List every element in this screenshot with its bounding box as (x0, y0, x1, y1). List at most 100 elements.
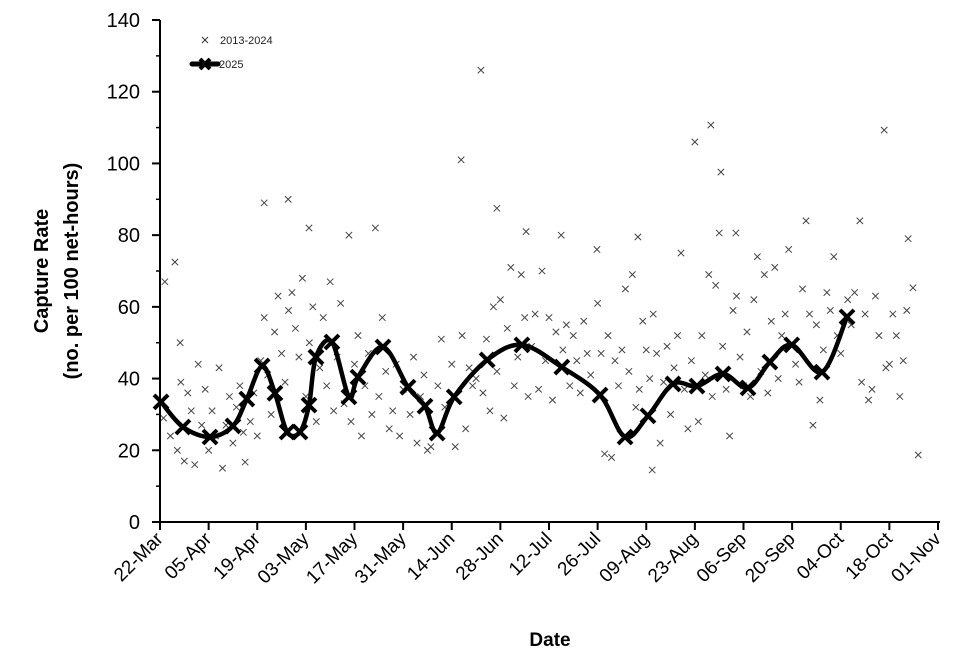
series-2025-marker (201, 428, 219, 446)
scatter-point (171, 258, 179, 266)
scatter-point (816, 396, 824, 404)
series-2025-marker (616, 428, 634, 446)
scatter-point (176, 339, 184, 347)
y-tick-label: 40 (118, 369, 140, 391)
scatter-point (514, 353, 522, 361)
scatter-point (281, 378, 289, 386)
x-ticks: 22-Mar05-Apr19-Apr03-May17-May31-May14-J… (110, 522, 946, 588)
scatter-point (229, 439, 237, 447)
series-2025-marker (224, 417, 242, 435)
scatter-point (896, 392, 904, 401)
x-tick-label: 03-May (254, 528, 314, 588)
series-2025-marker (553, 358, 571, 376)
scatter-point (785, 245, 793, 254)
scatter-point (493, 367, 501, 375)
y-tick-label: 20 (118, 440, 140, 462)
scatter-point (607, 453, 616, 462)
scatter-point (538, 267, 546, 275)
series-2025-marker (478, 351, 496, 369)
scatter-point (239, 428, 247, 436)
scatter-point (858, 378, 866, 386)
scatter-point (477, 66, 485, 74)
scatter-point (184, 389, 192, 397)
scatter-point (482, 335, 491, 343)
series-2025-marker (278, 423, 296, 441)
scatter-point (736, 353, 744, 361)
scatter-point (305, 224, 313, 232)
scatter-point (420, 371, 428, 379)
x-tick-label: 04-Oct (793, 528, 849, 584)
series-2025-marker (639, 407, 657, 425)
legend-marker-2025 (189, 57, 221, 71)
scatter-point (225, 392, 234, 401)
scatter-point (166, 432, 174, 440)
scatter-point (305, 339, 313, 347)
scatter-point (413, 439, 421, 447)
scatter-point (573, 357, 581, 365)
scatter-point (830, 253, 838, 261)
scatter-point (698, 331, 706, 340)
scatter-point (904, 235, 912, 243)
scatter-point (680, 385, 689, 393)
scatter-point (707, 121, 715, 129)
legend: 2013-2024 2025 (189, 35, 273, 71)
series-2025-marker (664, 375, 682, 393)
scatter-point (670, 364, 678, 372)
scatter-point (677, 249, 685, 257)
scatter-point (559, 346, 567, 354)
series-2025-marker (307, 348, 325, 366)
scatter-point (535, 385, 543, 393)
scatter-point (316, 364, 324, 372)
scatter-point (177, 378, 185, 386)
scatter-point (545, 314, 553, 322)
scatter-point (774, 375, 782, 383)
scatter-point (649, 310, 657, 318)
scatter-point (712, 281, 720, 289)
scatter-point (732, 229, 740, 237)
scatter-point (812, 321, 820, 329)
scatter-point (548, 396, 557, 404)
scatter-point (382, 367, 390, 375)
scatter-point (660, 378, 668, 386)
series-2025-marker (813, 363, 831, 381)
scatter-point (457, 156, 465, 164)
scatter-point (406, 410, 414, 418)
scatter-point (507, 263, 515, 271)
series-2025-marker (445, 388, 463, 406)
x-tick-label: 22-Mar (110, 528, 168, 586)
scatter-point (899, 357, 907, 365)
scatter-point (326, 278, 334, 286)
scatter-point (792, 360, 800, 368)
scatter-point (187, 407, 195, 415)
scatter-point (288, 288, 296, 297)
scatter-point (562, 321, 570, 329)
scatter-point (271, 328, 279, 336)
scatter-point (260, 314, 268, 322)
x-tick-label: 18-Oct (842, 528, 898, 584)
scatter-point (241, 458, 249, 466)
x-tick-label: 20-Sep (741, 529, 799, 587)
scatter-point (284, 306, 293, 314)
scatter-point (798, 285, 807, 293)
scatter-point (694, 418, 702, 426)
scatter-point (354, 331, 362, 340)
scatter-point (875, 331, 883, 340)
y-tick-label: 60 (118, 297, 140, 319)
series-2025-marker (300, 396, 318, 414)
scatter-point (278, 349, 286, 358)
scatter-point (604, 331, 612, 340)
scatter-point (510, 382, 518, 390)
scatter-point (729, 306, 737, 314)
scatter-point (760, 271, 768, 279)
scatter-point (753, 253, 761, 261)
scatter-point (503, 324, 511, 332)
scatter-point (309, 303, 317, 311)
scatter-point (809, 421, 817, 429)
series-2025-marker (340, 388, 358, 406)
y-tick-label: 140 (107, 10, 140, 32)
series-2025-marker (152, 393, 170, 411)
scatter-point (601, 450, 609, 458)
x-tick-label: 05-Apr (161, 528, 217, 584)
scatter-point (357, 432, 365, 440)
